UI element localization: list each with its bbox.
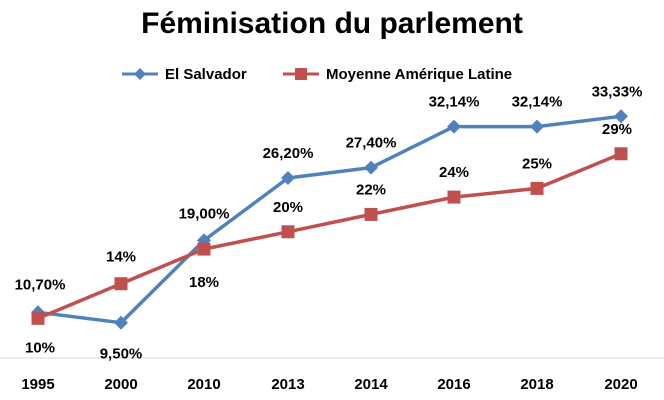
series-line-moyenne-amerique-latine — [37, 152, 622, 321]
data-point-moyenne-amerique-latine — [614, 147, 628, 161]
legend: El Salvador Moyenne Amérique Latine — [122, 66, 512, 83]
data-label-moyenne-amerique-latine: 24% — [439, 164, 469, 181]
x-tick-label: 1995 — [21, 376, 54, 393]
data-point-el-salvador — [614, 109, 628, 124]
data-point-moyenne-amerique-latine — [114, 277, 128, 291]
data-label-el-salvador: 27,40% — [346, 135, 397, 152]
x-tick-label: 2016 — [437, 376, 470, 393]
x-tick-label: 2000 — [104, 376, 137, 393]
x-tick-label: 2014 — [354, 376, 388, 393]
chart-title: Féminisation du parlement — [141, 7, 523, 40]
data-point-moyenne-amerique-latine — [530, 181, 544, 195]
data-point-el-salvador — [364, 160, 378, 175]
data-label-moyenne-amerique-latine: 10% — [25, 339, 55, 356]
data-point-el-salvador — [281, 171, 295, 186]
data-label-moyenne-amerique-latine: 18% — [189, 274, 219, 291]
legend-item-moyenne-amerique-latine: Moyenne Amérique Latine — [283, 66, 512, 83]
data-label-el-salvador: 10,70% — [15, 276, 66, 293]
data-point-el-salvador — [114, 315, 128, 330]
x-tick-label: 2018 — [520, 376, 553, 393]
x-tick-label: 2010 — [187, 376, 220, 393]
data-label-el-salvador: 33,33% — [592, 83, 643, 100]
data-point-el-salvador — [530, 119, 544, 134]
data-label-moyenne-amerique-latine: 22% — [356, 181, 386, 198]
legend-item-el-salvador: El Salvador — [122, 66, 247, 83]
legend-marker-moyenne-amerique-latine — [295, 68, 307, 80]
data-point-moyenne-amerique-latine — [31, 311, 45, 325]
data-label-moyenne-amerique-latine: 20% — [273, 199, 303, 216]
x-axis-ticks: 1995 2000 2010 2013 2014 2016 2018 2020 — [21, 376, 637, 393]
data-label-el-salvador: 19,00% — [179, 205, 230, 222]
data-point-moyenne-amerique-latine — [447, 190, 461, 204]
data-label-moyenne-amerique-latine: 25% — [522, 155, 552, 172]
legend-label-el-salvador: El Salvador — [165, 66, 247, 83]
data-point-moyenne-amerique-latine — [197, 242, 211, 256]
x-tick-label: 2020 — [604, 376, 637, 393]
plot-area: 10,70% 9,50% 19,00% 26,20% 27,40% 32,14% 32,14… — [15, 83, 643, 362]
data-point-moyenne-amerique-latine — [281, 225, 295, 239]
x-tick-label: 2013 — [271, 376, 304, 393]
data-label-moyenne-amerique-latine: 14% — [106, 249, 136, 266]
data-label-el-salvador: 26,20% — [263, 145, 314, 162]
legend-label-moyenne-amerique-latine: Moyenne Amérique Latine — [326, 66, 512, 83]
legend-marker-el-salvador — [134, 68, 146, 80]
data-label-moyenne-amerique-latine: 29% — [602, 121, 632, 138]
data-point-moyenne-amerique-latine — [364, 207, 378, 221]
data-label-el-salvador: 32,14% — [429, 94, 480, 111]
series-line-el-salvador — [37, 114, 622, 325]
data-label-el-salvador: 9,50% — [100, 346, 143, 363]
data-label-el-salvador: 32,14% — [512, 94, 563, 111]
data-point-el-salvador — [447, 119, 461, 134]
